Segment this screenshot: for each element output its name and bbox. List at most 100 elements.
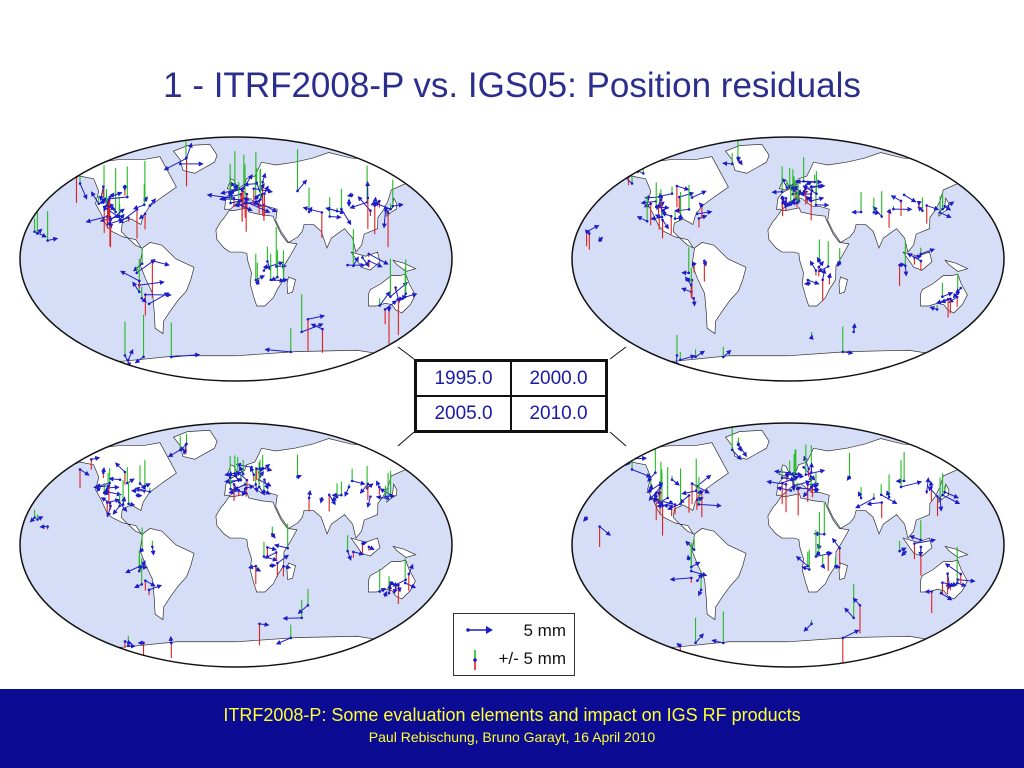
station-dot	[142, 355, 145, 359]
station-dot	[809, 485, 813, 489]
footer-bar: ITRF2008-P: Some evaluation elements and…	[0, 689, 1024, 768]
horizontal-residual	[944, 491, 959, 499]
station-dot	[257, 485, 261, 489]
station-dot	[346, 263, 349, 267]
station-dot	[892, 207, 895, 211]
station-dot	[228, 476, 232, 480]
station-dot	[796, 486, 800, 490]
station-dot	[810, 336, 813, 340]
station-dot	[703, 259, 706, 263]
horizontal-residual	[182, 443, 188, 455]
station-dot	[941, 581, 944, 585]
station-dot	[102, 200, 106, 203]
station-dot	[361, 256, 364, 259]
station-dot	[384, 209, 387, 212]
station-dot	[806, 278, 810, 282]
landmass	[944, 545, 969, 558]
horizontal-residual	[241, 174, 253, 191]
station-dot	[880, 215, 884, 218]
station-dot	[369, 209, 372, 212]
station-dot	[327, 493, 331, 497]
station-dot	[630, 182, 634, 185]
station-dot	[147, 588, 151, 592]
station-dot	[254, 564, 258, 568]
epoch-label-bottom-left: 2005.0	[414, 395, 512, 433]
station-dot	[33, 516, 36, 519]
station-dot	[143, 212, 147, 216]
station-dot	[378, 304, 382, 307]
station-dot	[872, 211, 876, 214]
landmass	[776, 438, 968, 539]
horizontal-residual	[134, 356, 144, 364]
horizontal-residual	[79, 469, 90, 476]
station-dot	[689, 283, 693, 287]
station-dot	[117, 500, 121, 504]
station-dot	[675, 354, 679, 357]
station-dot	[859, 496, 863, 500]
horizontal-residual	[98, 186, 104, 202]
horizontal-residual	[684, 276, 692, 286]
station-dot	[660, 501, 664, 505]
horizontal-residual	[650, 215, 663, 221]
horizontal-residual	[698, 214, 708, 220]
horizontal-residual	[942, 291, 954, 298]
station-dot	[898, 549, 901, 553]
station-dot	[690, 482, 694, 485]
horizontal-residual	[782, 476, 796, 482]
station-dot	[108, 481, 112, 485]
station-dot	[138, 482, 142, 485]
station-dot	[588, 232, 591, 235]
station-dot	[306, 317, 310, 321]
station-dot	[335, 209, 339, 213]
station-dot	[274, 551, 278, 554]
horizontal-residual	[95, 482, 110, 488]
horizontal-residual	[266, 261, 272, 272]
station-dot	[137, 569, 141, 573]
station-dot	[282, 278, 285, 282]
station-dot	[792, 198, 796, 202]
horizontal-residual	[782, 200, 794, 206]
horizontal-residual	[385, 493, 396, 499]
landmass	[838, 276, 848, 295]
station-dot	[721, 355, 725, 359]
horizontal-residual	[658, 205, 666, 214]
station-dot	[245, 192, 249, 196]
horizontal-residual	[132, 281, 140, 293]
station-dot	[624, 171, 628, 175]
station-dot	[814, 269, 818, 272]
landmass	[392, 259, 417, 272]
station-dot	[397, 297, 400, 301]
station-dot	[367, 259, 371, 263]
station-dot	[949, 583, 952, 587]
station-dot	[361, 542, 364, 545]
station-dot	[806, 564, 810, 568]
horizontal-residual	[676, 185, 690, 191]
station-dot	[813, 180, 816, 184]
horizontal-residual	[259, 622, 270, 627]
horizontal-residual	[852, 597, 861, 606]
horizontal-residual	[107, 491, 122, 497]
station-dot	[169, 355, 173, 359]
station-dot	[185, 442, 188, 446]
horizontal-residual	[807, 279, 820, 285]
station-dot	[233, 186, 237, 189]
horizontal-residual	[133, 263, 143, 272]
horizontal-residual	[944, 563, 962, 575]
station-dot	[806, 197, 809, 200]
station-dot	[880, 501, 884, 504]
station-dot	[144, 579, 147, 582]
horizontal-residual	[368, 260, 383, 268]
station-dot	[938, 497, 942, 500]
horizontal-residual	[890, 195, 902, 202]
horizontal-residual	[803, 623, 812, 632]
station-dot	[138, 279, 141, 283]
station-dot	[802, 466, 805, 469]
station-dot	[300, 330, 304, 334]
epoch-grid: 1995.0 2000.0 2005.0 2010.0	[414, 359, 608, 433]
station-dot	[810, 189, 814, 192]
horizontal-residual	[47, 236, 59, 242]
station-dot	[258, 622, 261, 626]
horizontal-residual	[138, 560, 146, 572]
footer-title: ITRF2008-P: Some evaluation elements and…	[223, 705, 801, 725]
horizontal-residual	[842, 629, 860, 639]
